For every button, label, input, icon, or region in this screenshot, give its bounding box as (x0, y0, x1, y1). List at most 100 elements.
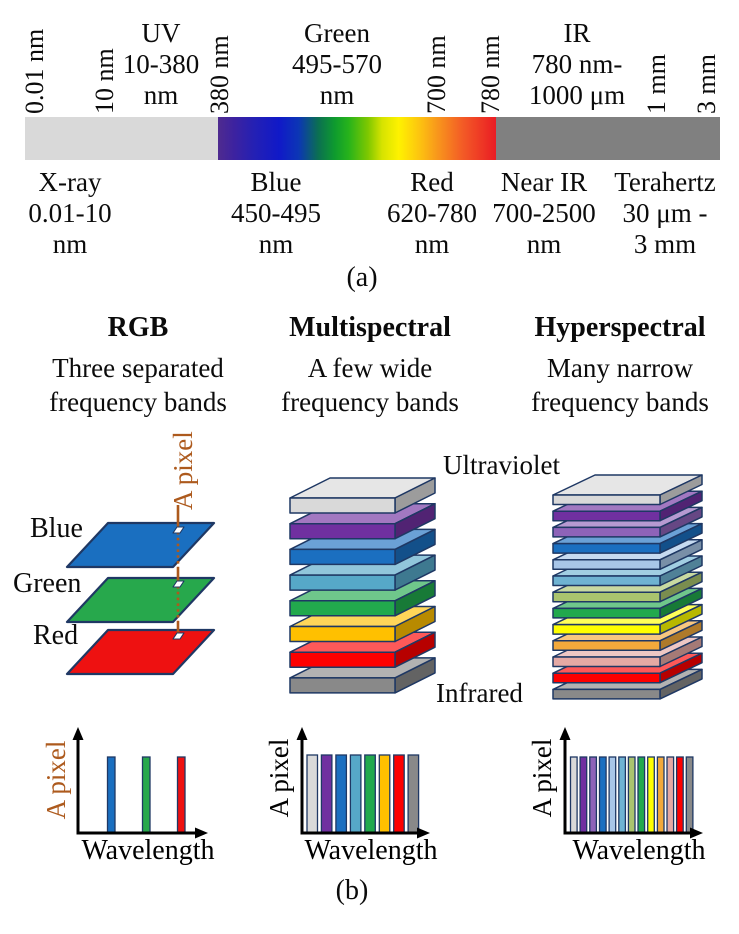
hyperspectral-layer-9 (552, 603, 703, 635)
spectrum-segment-xray-uv-region (25, 117, 218, 160)
blue-plane (65, 521, 216, 569)
chart-bar (675, 756, 684, 834)
layer-front-face (552, 575, 661, 587)
red-plane (65, 628, 216, 676)
layer-front-face (552, 510, 661, 522)
spectrum-segment-ir-region (496, 117, 720, 160)
layer-front-face (552, 656, 661, 668)
layer-front-face (289, 574, 396, 591)
layer-front-face (552, 494, 661, 506)
y-axis-label: A pixel (264, 739, 294, 818)
band-label: Terahertz 30 μm - 3 mm (614, 167, 716, 259)
layer-front-face (289, 548, 396, 566)
rgb-chart: A pixel Wavelength (41, 727, 215, 866)
chart-bar (666, 756, 675, 834)
layer-front-face (552, 607, 661, 619)
multispectral-stack-diagram (289, 477, 436, 694)
chart-bar (637, 756, 646, 834)
band-label: Near IR 700-2500 nm (492, 167, 596, 259)
green-plane (65, 576, 216, 624)
layer-front-face (552, 672, 661, 684)
layer-front-face (552, 559, 661, 571)
chart-bar (176, 756, 186, 834)
band-label: UV 10-380 nm (122, 18, 200, 110)
layer-front-face (289, 600, 396, 617)
pixel-marker (172, 580, 185, 588)
chart-bar (618, 756, 627, 834)
chart-bar (364, 754, 376, 834)
spectrum-bar (25, 117, 720, 160)
hyperspectral-chart: A pixel Wavelength (527, 727, 706, 866)
layer-front-face (289, 677, 396, 694)
x-axis-arrow (690, 827, 703, 839)
chart-bar (685, 756, 694, 834)
layer-front-face (552, 542, 661, 554)
hyperspectral-layer-1 (552, 474, 703, 506)
band-label: Green 495-570 nm (292, 18, 382, 110)
band-label: X-ray 0.01-10 nm (28, 167, 112, 259)
chart-bar (647, 756, 655, 834)
hyperspectral-stack-diagram (552, 474, 703, 700)
a-pixel-label: A pixel (168, 431, 198, 510)
column-subtitle-hyperspectral: Many narrow frequency bands (531, 353, 709, 417)
y-axis-arrow (296, 727, 308, 740)
chart-bar (627, 756, 636, 834)
ultraviolet-label: Ultraviolet (443, 450, 560, 480)
chart-bar (106, 756, 116, 834)
layer-front-face (552, 591, 661, 603)
chart-bar (598, 756, 607, 834)
rgb-stack-diagram: A pixel (65, 431, 216, 676)
plane-label-blue: Blue (30, 513, 83, 544)
column-title-rgb: RGB (107, 312, 169, 343)
chart-bar (349, 754, 362, 834)
column-subtitle-multispectral: A few wide frequency bands (281, 353, 459, 417)
x-axis-arrow (195, 827, 208, 839)
wavelength-tick: 0.01 nm (20, 28, 49, 114)
caption-b: (b) (335, 875, 369, 906)
chart-bar (378, 754, 391, 834)
chart-bar (656, 756, 665, 834)
pixel-marker (172, 526, 185, 534)
y-axis-label: A pixel (41, 741, 71, 820)
y-axis-arrow (559, 727, 571, 740)
chart-bar (393, 754, 405, 834)
layer-front-face (552, 640, 661, 652)
layer-front-face (289, 625, 396, 643)
chart-bar (569, 756, 578, 834)
layer-front-face (289, 651, 396, 668)
plane-label-green: Green (13, 568, 82, 599)
band-label: Red 620-780 nm (387, 167, 477, 259)
chart-bar (579, 756, 588, 834)
chart-bar (407, 754, 420, 834)
column-subtitle-rgb: Three separated frequency bands (49, 353, 227, 417)
column-title-multispectral: Multispectral (289, 312, 451, 343)
chart-bar (320, 754, 333, 834)
infrared-label: Infrared (436, 678, 523, 708)
multispectral-layer-1 (289, 477, 436, 514)
x-axis-label: Wavelength (304, 835, 437, 866)
layer-front-face (289, 522, 396, 540)
spectrum-segment-visible-region (218, 117, 496, 160)
plane-label-red: Red (33, 620, 79, 651)
multispectral-chart: A pixel Wavelength (264, 727, 438, 866)
wavelength-tick: 3 mm (692, 54, 721, 114)
layer-front-face (552, 526, 661, 538)
x-axis-arrow (417, 827, 430, 839)
band-label: Blue 450-495 nm (231, 167, 321, 259)
layer-front-face (289, 497, 396, 514)
y-axis-arrow (72, 727, 84, 740)
chart-bar (335, 754, 348, 834)
chart-bar (141, 756, 151, 834)
layer-front-face (552, 623, 661, 635)
layer-front-face (552, 688, 661, 700)
y-axis-label: A pixel (527, 739, 557, 818)
x-axis-label: Wavelength (572, 835, 705, 866)
chart-bar (608, 756, 617, 834)
band-label: IR 780 nm- 1000 μm (528, 18, 626, 110)
caption-a: (a) (346, 262, 378, 293)
chart-bar (306, 754, 319, 834)
pixel-marker (172, 632, 185, 640)
x-axis-label: Wavelength (81, 835, 214, 866)
